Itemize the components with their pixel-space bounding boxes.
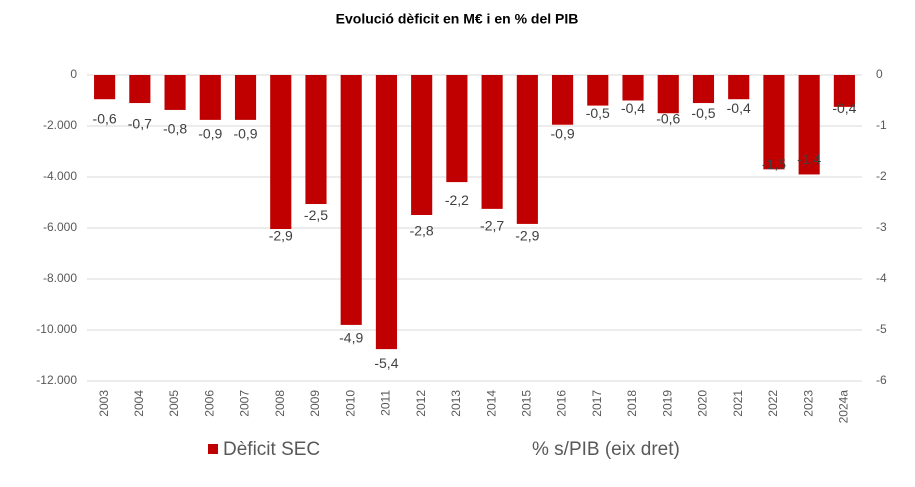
bar: [94, 75, 116, 100]
bar: [516, 75, 538, 224]
data-label: -0,4: [832, 100, 856, 116]
data-label: -0,8: [163, 121, 187, 137]
bar: [657, 75, 679, 114]
y2-tick-label: -4: [876, 271, 887, 285]
data-label: -2,9: [515, 228, 539, 244]
data-label: -2,8: [410, 223, 434, 239]
bar: [728, 75, 750, 100]
y-tick-label: -2.000: [43, 118, 77, 132]
bar: [692, 75, 715, 104]
x-tick-label: 2015: [520, 390, 534, 417]
x-tick-label: 2006: [202, 390, 216, 417]
data-label: -0,4: [621, 100, 645, 116]
y-tick-label: 0: [70, 67, 77, 81]
data-label: -0,5: [586, 105, 610, 121]
data-label: -2,5: [304, 207, 328, 223]
bar: [375, 75, 397, 350]
y2-tick-label: -5: [876, 322, 887, 336]
data-label: -5,4: [374, 355, 398, 371]
y2-tick-label: -6: [876, 373, 887, 387]
x-tick-label: 2016: [555, 390, 569, 417]
bar: [622, 75, 644, 101]
y2-tick-label: 0: [876, 67, 883, 81]
data-label: -2,9: [269, 228, 293, 244]
legend-label: Dèficit SEC: [223, 439, 320, 460]
x-tick-label: 2013: [449, 390, 463, 417]
y-tick-label: -6.000: [43, 220, 77, 234]
bar: [234, 75, 257, 120]
x-tick-label: 2023: [801, 390, 815, 417]
bar: [481, 75, 503, 209]
bar: [164, 75, 186, 110]
data-label: -0,7: [128, 115, 152, 131]
chart-title: Evolució dèficit en M€ i en % del PIB: [336, 11, 579, 27]
bar: [129, 75, 151, 104]
x-tick-label: 2019: [660, 390, 674, 417]
x-tick-label: 2022: [766, 390, 780, 417]
data-label: -0,9: [233, 126, 257, 142]
data-label: -1,5: [762, 156, 786, 172]
legend-swatch: [208, 444, 218, 454]
x-tick-label: 2004: [132, 390, 146, 417]
data-label: -0,6: [93, 110, 117, 126]
x-tick-label: 2014: [484, 390, 498, 417]
data-label: -0,5: [691, 105, 715, 121]
y-tick-label: -12.000: [36, 373, 77, 387]
data-label: -0,9: [551, 126, 575, 142]
legend-label: % s/PIB (eix dret): [532, 439, 680, 460]
x-tick-label: 2005: [167, 390, 181, 417]
bar: [763, 75, 785, 170]
data-label: -0,4: [727, 100, 751, 116]
x-tick-label: 2011: [379, 390, 393, 416]
bar: [587, 75, 609, 106]
data-label: -2,2: [445, 192, 469, 208]
bar: [340, 75, 362, 325]
x-tick-label: 2018: [625, 390, 639, 417]
x-tick-label: 2008: [273, 390, 287, 417]
bar: [552, 75, 574, 125]
x-tick-label: 2017: [590, 390, 604, 417]
data-label: -0,6: [656, 110, 680, 126]
y2-tick-label: -3: [876, 220, 887, 234]
bar: [270, 75, 292, 230]
x-tick-label: 2003: [97, 390, 111, 417]
data-label: -1,4: [797, 151, 821, 167]
x-tick-label: 2012: [414, 390, 428, 417]
x-tick-label: 2020: [696, 390, 710, 417]
x-tick-label: 2021: [731, 390, 745, 417]
bar: [199, 75, 221, 120]
data-label: -0,9: [198, 126, 222, 142]
y-tick-label: -4.000: [43, 169, 77, 183]
y-tick-label: -10.000: [36, 322, 77, 336]
y2-tick-label: -2: [876, 169, 887, 183]
x-tick-label: 2010: [343, 390, 357, 417]
data-label: -4,9: [339, 330, 363, 346]
data-label: -2,7: [480, 217, 504, 233]
x-tick-label: 2007: [238, 390, 252, 417]
bar: [833, 75, 855, 107]
bar: [305, 75, 327, 205]
bar: [446, 75, 468, 183]
bar: [411, 75, 433, 215]
y2-tick-label: -1: [876, 118, 887, 132]
x-tick-label: 2024a: [837, 390, 851, 424]
y-tick-label: -8.000: [43, 271, 77, 285]
x-tick-label: 2009: [308, 390, 322, 417]
bar: [798, 75, 820, 175]
